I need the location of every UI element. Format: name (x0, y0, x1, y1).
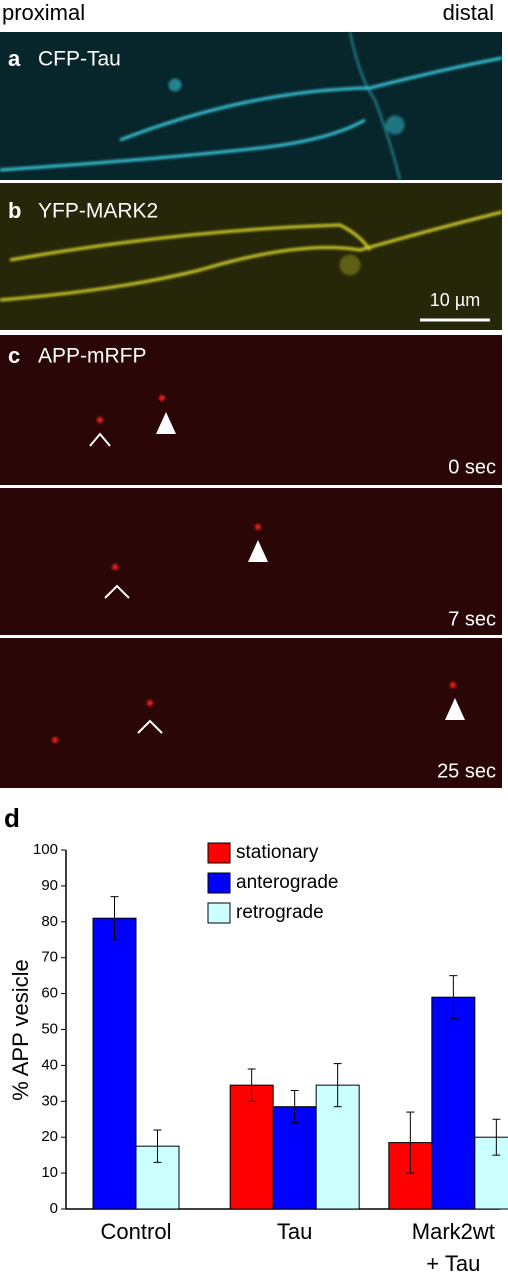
carets (89, 432, 163, 734)
y-tick-label: 0 (50, 1200, 58, 1217)
bar (431, 996, 476, 1210)
panel-label: YFP-MARK2 (38, 200, 158, 223)
legend-label: anterograde (236, 872, 338, 893)
bar (229, 1084, 274, 1210)
legend-swatch (207, 842, 231, 864)
panel-label: APP-mRFP (38, 345, 147, 368)
y-tick-label: 40 (41, 1056, 58, 1073)
error-bar (492, 1118, 501, 1156)
x-tick-line: + Tau (426, 1251, 480, 1276)
panel-letter: a (8, 46, 21, 71)
time-label: 0 sec (448, 456, 496, 478)
x-tick-line: Mark2wt (412, 1219, 495, 1244)
frames (0, 335, 502, 788)
y-tick-label: 30 (41, 1092, 58, 1109)
error-bar (290, 1090, 299, 1124)
error-bar (333, 1063, 342, 1108)
y-tick-label: 70 (41, 949, 58, 966)
image-a (0, 32, 502, 180)
legend-swatch (207, 872, 231, 894)
x-tick-label: Mark2wt + Tau (412, 1219, 495, 1276)
scale-label: 10 µm (430, 290, 480, 310)
vesicles (52, 395, 456, 743)
legend-label: retrograde (236, 902, 324, 923)
error-bar (247, 1068, 256, 1102)
y-tick-label: 80 (41, 913, 58, 930)
legend-label: stationary (236, 842, 319, 863)
y-tick-label: 10 (41, 1164, 58, 1181)
bar (474, 1136, 508, 1210)
y-tick-label: 20 (41, 1128, 58, 1145)
error-bar (153, 1129, 162, 1163)
y-axis-label: % APP vesicle (8, 959, 33, 1100)
neurites-b (0, 210, 503, 302)
image-c2 (0, 638, 502, 788)
header-right: distal (443, 0, 494, 25)
error-bar (449, 975, 458, 1020)
error-bar (406, 1111, 415, 1174)
x-tick-label: Control (101, 1219, 172, 1244)
y-tick-label: 90 (41, 877, 58, 894)
y-tick-label: 100 (33, 841, 58, 858)
image-c0 (0, 335, 502, 485)
legend-swatch (207, 902, 231, 924)
x-tick-line: Control (101, 1219, 172, 1244)
panel-label: CFP-Tau (38, 48, 121, 71)
panel-letter: b (8, 198, 21, 223)
time-label: 7 sec (448, 608, 496, 630)
arrowheads (156, 412, 465, 720)
error-bar (110, 896, 119, 941)
time-label: 25 sec (437, 760, 496, 782)
panel-letter: c (8, 343, 20, 368)
x-tick-label: Tau (277, 1219, 312, 1244)
y-tick-label: 60 (41, 985, 58, 1002)
x-tick-line: Tau (277, 1219, 312, 1244)
bar (92, 917, 137, 1210)
y-tick-label: 50 (41, 1020, 58, 1037)
header-left: proximal (2, 0, 85, 25)
panel-letter: d (4, 803, 20, 833)
neurites-a (0, 31, 503, 181)
